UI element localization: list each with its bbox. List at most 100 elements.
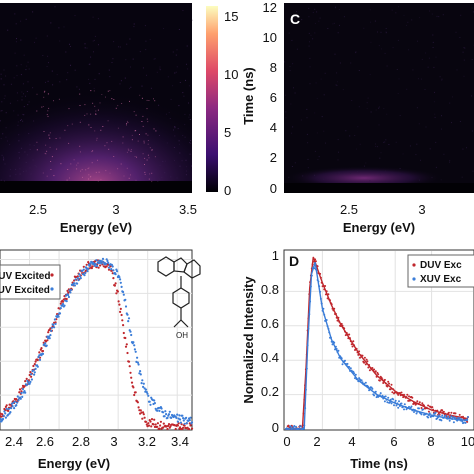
heatmap-c-speckle: [327, 28, 329, 29]
heatmap-c-speckle: [461, 176, 463, 178]
heatmap-c-speckle: [418, 123, 420, 125]
xuv-spectrum-point: [59, 307, 62, 310]
heatmap-c-speckle: [397, 93, 399, 94]
heatmap-a-speckle: [65, 51, 67, 53]
y-axis-label: Time (ns): [241, 67, 256, 125]
heatmap-c-speckle: [306, 133, 308, 135]
heatmap-a-speckle: [4, 180, 5, 182]
heatmap-a-speckle: [56, 74, 58, 76]
duv-decay-point: [359, 356, 361, 359]
xuv-spectrum-point: [96, 264, 99, 268]
xuv-decay-point: [422, 408, 425, 411]
duv-spectrum-point: [147, 424, 151, 427]
xuv-decay-point: [410, 405, 413, 408]
heatmap-a-speckle: [153, 58, 155, 60]
heatmap-c-speckle: [436, 15, 438, 17]
heatmap-a-speckle: [156, 71, 158, 73]
heatmap-c-speckle: [323, 178, 325, 180]
heatmap-a-speckle: [148, 100, 150, 101]
duv-decay-point: [365, 358, 368, 361]
heatmap-a-speckle: [16, 92, 18, 94]
xuv-spectrum-point: [94, 263, 97, 266]
heatmap-a-speckle: [76, 164, 78, 166]
y-tick-label: 4: [270, 120, 277, 135]
legend-b-marker-duv: [50, 273, 54, 277]
heatmap-c-speckle: [363, 27, 365, 29]
heatmap-a-speckle: [117, 105, 119, 107]
duv-spectrum-point: [107, 268, 111, 271]
xuv-decay-point: [452, 421, 455, 424]
heatmap-a-speckle: [90, 175, 92, 177]
heatmap-a-speckle: [185, 79, 186, 81]
heatmap-panel-c: C: [284, 3, 474, 193]
heatmap-c-speckle: [301, 19, 303, 21]
heatmap-a-speckle: [175, 71, 177, 73]
heatmap-a-speckle: [97, 159, 98, 161]
heatmap-a-speckle: [16, 65, 18, 67]
heatmap-c-speckle: [420, 78, 422, 80]
x-tick-label: 2: [313, 434, 320, 449]
heatmap-a-speckle: [130, 66, 131, 68]
heatmap-c-speckle: [456, 69, 458, 71]
heatmap-c-speckle: [334, 53, 336, 55]
xuv-spectrum-point: [106, 259, 109, 263]
heatmap-a-speckle: [130, 149, 132, 150]
heatmap-c-speckle: [380, 31, 382, 33]
heatmap-a-speckle: [126, 167, 128, 169]
xuv-spectrum-point: [100, 262, 103, 265]
heatmap-a-speckle: [9, 144, 11, 146]
legend-b-entry-duv: DUV Excited: [0, 271, 50, 282]
heatmap-c-speckle: [412, 69, 414, 71]
x-tick-label: 2.8: [72, 434, 90, 449]
heatmap-a-speckle: [142, 153, 144, 155]
heatmap-c-speckle: [471, 130, 473, 132]
heatmap-c-speckle: [339, 24, 340, 26]
xuv-spectrum-point: [70, 288, 73, 291]
xuv-spectrum-point: [63, 304, 66, 307]
xuv-spectrum-point: [64, 294, 68, 297]
heatmap-a-speckle: [172, 85, 174, 87]
heatmap-c-speckle: [370, 21, 372, 23]
xuv-spectrum-point: [124, 305, 128, 308]
xuv-spectrum-point: [49, 334, 52, 337]
xuv-spectrum-point: [88, 264, 91, 267]
heatmap-a-speckle: [50, 161, 52, 162]
heatmap-c-speckle: [335, 6, 337, 8]
duv-spectrum-point: [91, 265, 94, 268]
heatmap-a-speckle: [49, 138, 51, 139]
heatmap-a-speckle: [185, 174, 187, 176]
heatmap-a-speckle: [144, 171, 146, 173]
heatmap-a-speckle: [111, 140, 113, 142]
heatmap-c-speckle: [357, 126, 359, 128]
heatmap-a-speckle: [77, 162, 79, 164]
heatmap-a-speckle: [148, 178, 150, 180]
heatmap-a-speckle: [178, 105, 180, 107]
heatmap-a-speckle: [117, 168, 119, 170]
heatmap-c-speckle: [429, 148, 431, 150]
duv-decay-point: [382, 382, 385, 384]
heatmap-c-speckle: [439, 76, 441, 78]
heatmap-c-speckle: [408, 49, 410, 51]
xuv-spectrum-point: [190, 421, 194, 424]
heatmap-a-speckle: [25, 95, 26, 97]
duv-decay-point: [427, 410, 430, 413]
duv-spectrum-point: [82, 265, 85, 268]
heatmap-c-speckle: [290, 103, 292, 105]
heatmap-c-speckle: [325, 142, 326, 144]
heatmap-a-speckle: [59, 40, 61, 42]
xuv-decay-point: [364, 381, 367, 384]
xuv-spectrum-point: [142, 382, 145, 385]
heatmap-a-speckle: [18, 140, 20, 142]
xuv-spectrum-point: [53, 318, 57, 321]
heatmap-c-speckle: [293, 87, 294, 89]
heatmap-a-speckle: [174, 72, 176, 74]
xuv-spectrum-point: [156, 409, 159, 412]
heatmap-c-speckle: [323, 94, 325, 96]
heatmap-c-speckle: [398, 78, 400, 80]
xuv-spectrum-point: [111, 265, 114, 268]
heatmap-c-speckle: [441, 115, 442, 117]
x-tick-label: 2.5: [340, 202, 358, 217]
heatmap-a-speckle: [178, 140, 180, 142]
molecule-oh-label: OH: [176, 331, 188, 340]
heatmap-c-speckle: [429, 10, 431, 12]
